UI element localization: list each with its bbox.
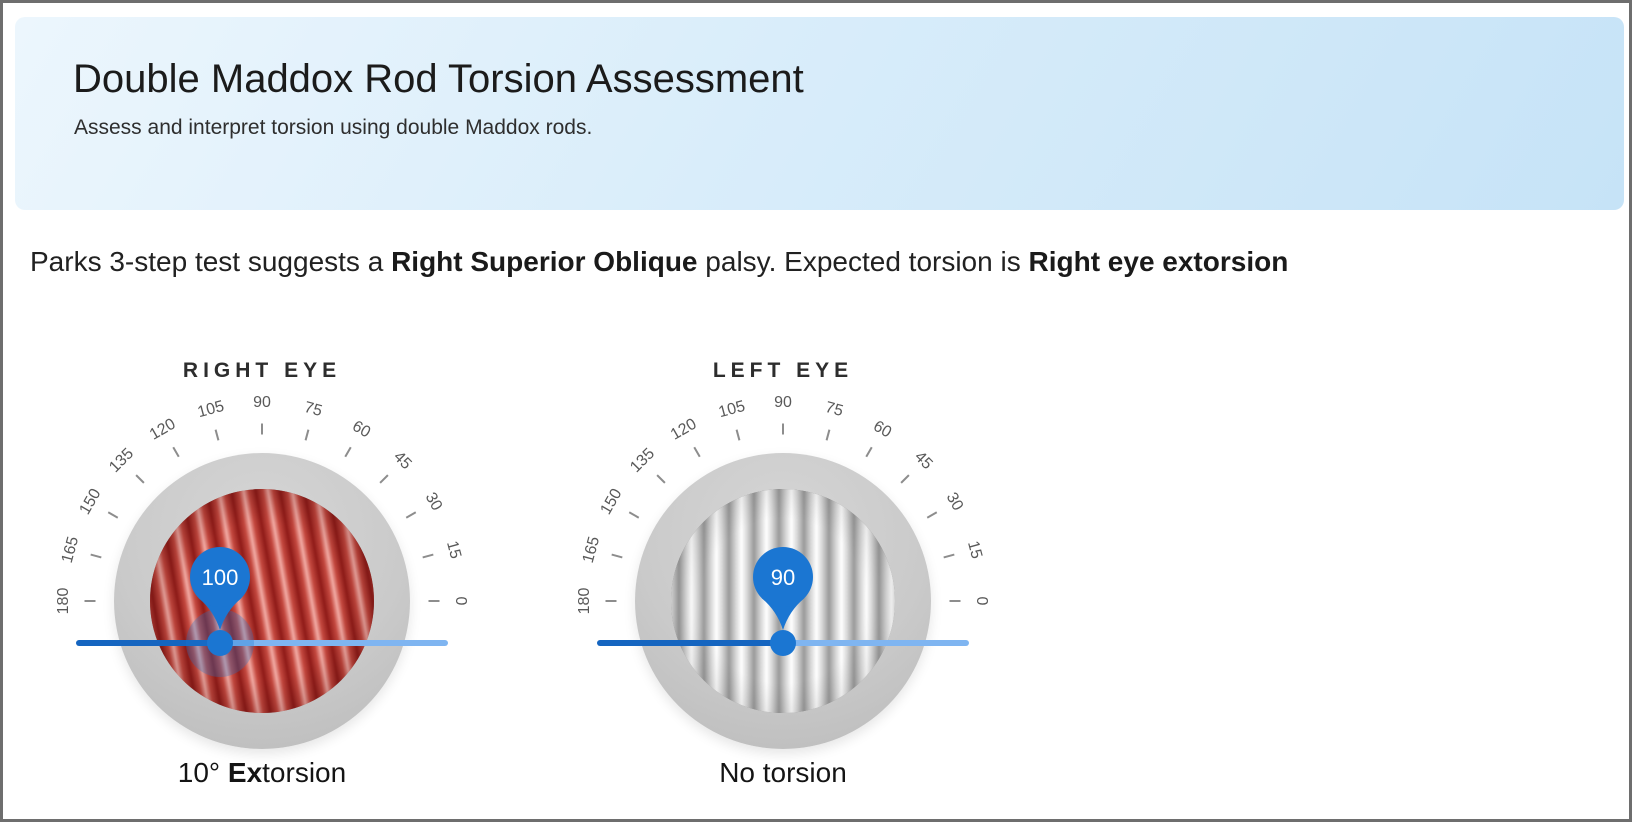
- left-eye-dial: LEFT EYE 0 15 30 45 60 75 90 105 120 135 150 165 180…: [523, 333, 1043, 803]
- tick-label: 105: [195, 397, 226, 421]
- maddox-rod-lens: [150, 489, 374, 713]
- tick-mark: [405, 511, 417, 519]
- lens-vignette: [150, 489, 374, 713]
- tick-label: 75: [823, 398, 846, 420]
- torsion-result-caption: 10° Extorsion: [3, 757, 522, 789]
- tick-label: 150: [76, 485, 105, 518]
- tick-mark: [261, 423, 263, 435]
- tick-label: 135: [627, 445, 659, 477]
- tick-mark: [84, 600, 96, 602]
- slider-track-active[interactable]: [76, 640, 220, 646]
- tick-mark: [736, 429, 741, 441]
- tick-label: 0: [973, 596, 990, 606]
- tick-label: 45: [390, 448, 415, 473]
- tick-mark: [656, 474, 666, 484]
- diagnosis-statement: Parks 3-step test suggests a Right Super…: [30, 244, 1288, 280]
- value-balloon-text: 100: [202, 565, 239, 590]
- tick-label: 75: [302, 398, 325, 420]
- tick-label: 180: [576, 587, 593, 615]
- torsion-result-caption: No torsion: [523, 757, 1043, 789]
- tick-mark: [900, 474, 910, 484]
- tick-label: 15: [964, 538, 986, 561]
- caption-text: 10°: [177, 757, 228, 788]
- tick-label: 165: [579, 534, 603, 565]
- tick-mark: [379, 474, 389, 484]
- tick-label: 30: [422, 489, 446, 514]
- tick-mark: [865, 446, 873, 458]
- tick-label: 15: [443, 538, 465, 561]
- caption-text: No torsion: [719, 757, 847, 788]
- value-balloon: 100: [190, 547, 250, 630]
- tick-label: 90: [774, 394, 792, 411]
- value-balloon-text: 90: [771, 565, 795, 590]
- slider-track-inactive[interactable]: [220, 640, 448, 646]
- tick-mark: [172, 446, 180, 458]
- tick-mark: [611, 554, 623, 559]
- tick-label: 180: [55, 587, 72, 615]
- tick-mark: [825, 429, 830, 441]
- tick-mark: [107, 511, 119, 519]
- tick-mark: [949, 600, 961, 602]
- tick-mark: [135, 474, 145, 484]
- tick-mark: [344, 446, 352, 458]
- tick-mark: [628, 511, 640, 519]
- tick-mark: [943, 554, 955, 559]
- slider-track-active[interactable]: [597, 640, 783, 646]
- tick-label: 0: [452, 596, 469, 606]
- slider-handle[interactable]: [207, 630, 233, 656]
- caption-text: torsion: [262, 757, 347, 788]
- tick-mark: [605, 600, 617, 602]
- slider-handle[interactable]: [770, 630, 796, 656]
- slider-track-inactive[interactable]: [783, 640, 969, 646]
- left-eye-label: LEFT EYE: [712, 359, 854, 382]
- tick-label: 120: [146, 415, 179, 444]
- tick-mark: [304, 429, 309, 441]
- statement-text: Parks 3-step test suggests a: [30, 246, 392, 277]
- tick-label: 45: [911, 448, 936, 473]
- tick-label: 90: [253, 394, 271, 411]
- tick-label: 135: [106, 445, 138, 477]
- page-subtitle: Assess and interpret torsion using doubl…: [74, 116, 593, 139]
- tick-label: 120: [667, 415, 700, 444]
- caption-bold-text: Ex: [227, 757, 263, 788]
- tick-label: 165: [58, 534, 82, 565]
- tick-mark: [422, 554, 434, 559]
- right-eye-label: RIGHT EYE: [182, 359, 342, 382]
- statement-palsy-name: Right Superior Oblique: [391, 246, 698, 277]
- right-eye-dial: RIGHT EYE 0 15 30 45 60 75 90 105 120 135 150 165 18…: [3, 333, 522, 803]
- tick-mark: [782, 423, 784, 435]
- tick-mark: [215, 429, 220, 441]
- tick-mark: [90, 554, 102, 559]
- tick-label: 30: [943, 489, 967, 514]
- header-card: Double Maddox Rod Torsion Assessment Ass…: [15, 17, 1624, 210]
- tick-label: 150: [597, 485, 626, 518]
- tick-mark: [693, 446, 701, 458]
- value-balloon: 90: [753, 547, 813, 630]
- page-title: Double Maddox Rod Torsion Assessment: [73, 57, 804, 101]
- tick-mark: [428, 600, 440, 602]
- tick-label: 105: [716, 397, 747, 421]
- statement-text: palsy. Expected torsion is: [697, 246, 1029, 277]
- tick-label: 60: [349, 417, 374, 441]
- statement-expected-torsion: Right eye extorsion: [1028, 246, 1289, 277]
- tick-mark: [926, 511, 938, 519]
- tick-label: 60: [870, 417, 895, 441]
